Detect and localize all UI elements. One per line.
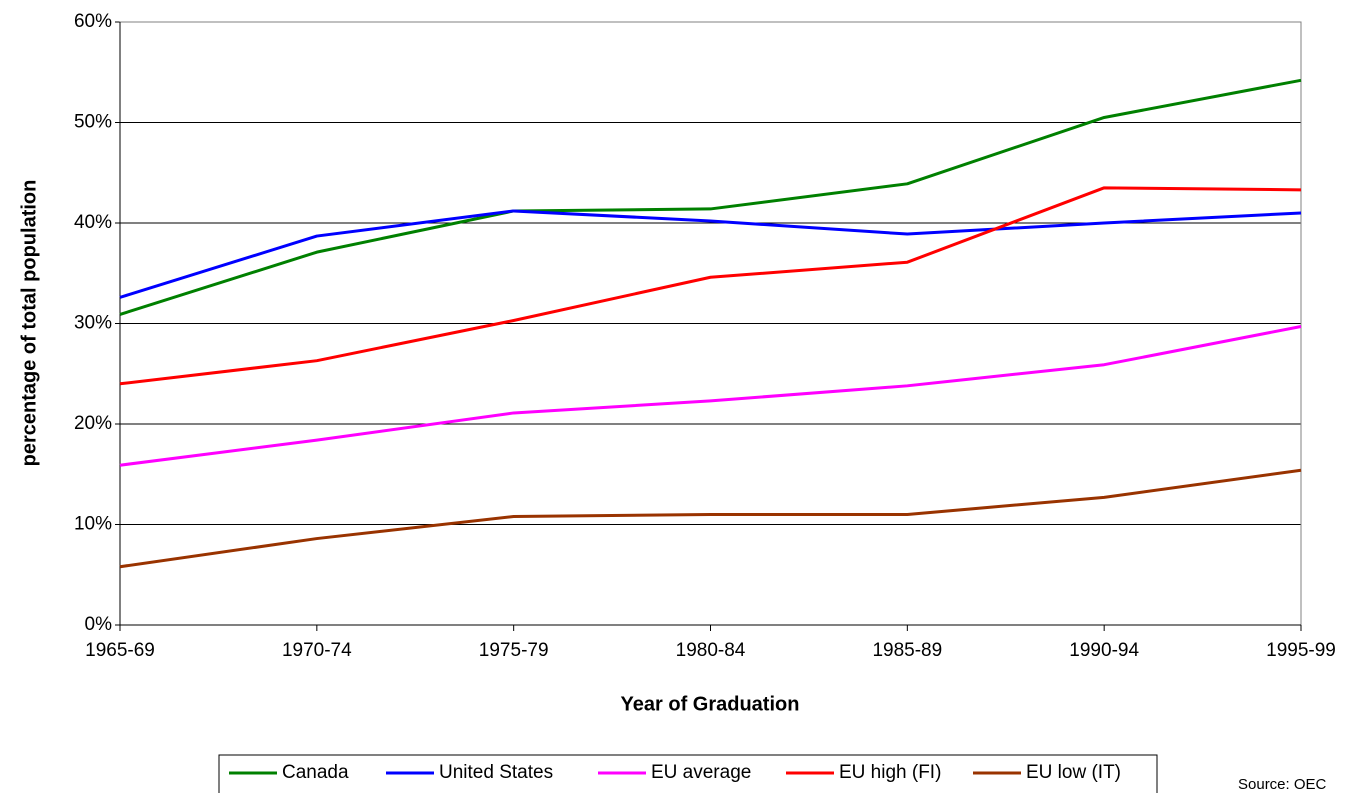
y-tick-label: 50% xyxy=(74,112,112,133)
legend-label: Canada xyxy=(282,762,349,783)
x-tick-label: 1995-99 xyxy=(1266,640,1336,661)
y-tick-label: 30% xyxy=(74,313,112,334)
y-tick-label: 0% xyxy=(85,614,113,635)
series-line xyxy=(119,468,1302,569)
legend-label: EU low (IT) xyxy=(1026,762,1121,783)
x-tick-label: 1990-94 xyxy=(1069,640,1139,661)
y-tick-label: 40% xyxy=(74,212,112,233)
y-tick-label: 60% xyxy=(74,11,112,32)
legend-label: EU high (FI) xyxy=(839,762,941,783)
series-line xyxy=(119,78,1302,316)
x-tick-label: 1970-74 xyxy=(282,640,352,661)
legend-label: EU average xyxy=(651,762,751,783)
series-line xyxy=(119,209,1302,299)
y-tick-label: 10% xyxy=(74,514,112,535)
y-tick-label: 20% xyxy=(74,413,112,434)
x-tick-label: 1980-84 xyxy=(676,640,746,661)
x-tick-label: 1985-89 xyxy=(872,640,942,661)
x-axis-title: Year of Graduation xyxy=(621,693,800,715)
legend-label: United States xyxy=(439,762,553,783)
series-line xyxy=(119,325,1302,467)
x-tick-label: 1975-79 xyxy=(479,640,549,661)
y-axis-title: percentage of total population xyxy=(18,180,40,467)
x-tick-label: 1965-69 xyxy=(85,640,155,661)
source-note: Source: OEC xyxy=(1238,776,1327,793)
series-line xyxy=(119,186,1302,386)
